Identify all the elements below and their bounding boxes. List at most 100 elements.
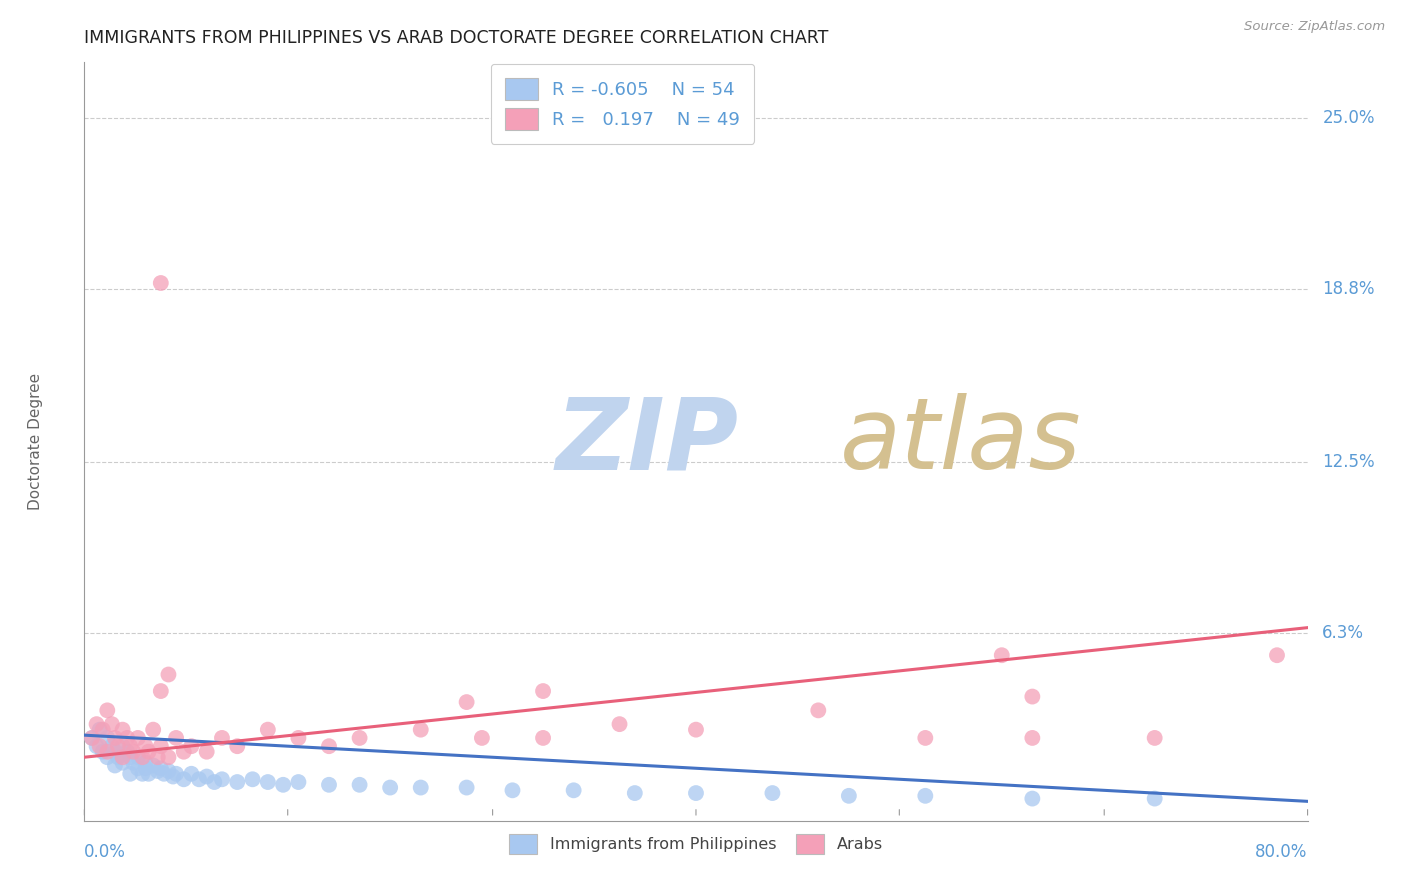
Point — [111, 723, 134, 737]
Point — [287, 731, 309, 745]
Point — [138, 766, 160, 780]
Point — [146, 764, 169, 778]
Point — [914, 789, 936, 803]
Point — [115, 745, 138, 759]
Point — [135, 739, 157, 754]
Point — [991, 648, 1014, 663]
Point — [127, 750, 149, 764]
Point — [162, 770, 184, 784]
Point — [104, 745, 127, 759]
Point — [135, 756, 157, 770]
Point — [153, 766, 176, 780]
Point — [149, 276, 172, 290]
Point — [127, 761, 149, 775]
Point — [149, 684, 172, 698]
Text: IMMIGRANTS FROM PHILIPPINES VS ARAB DOCTORATE DEGREE CORRELATION CHART: IMMIGRANTS FROM PHILIPPINES VS ARAB DOCT… — [84, 29, 828, 47]
Point — [115, 731, 138, 745]
Point — [685, 786, 707, 800]
Point — [471, 731, 494, 745]
Point — [104, 758, 127, 772]
Point — [1143, 791, 1166, 805]
Point — [838, 789, 860, 803]
Point — [562, 783, 585, 797]
Point — [157, 750, 180, 764]
Point — [96, 703, 118, 717]
Point — [318, 739, 340, 754]
Point — [142, 758, 165, 772]
Point — [242, 772, 264, 787]
Point — [531, 731, 554, 745]
Point — [180, 739, 202, 754]
Point — [349, 778, 371, 792]
Point — [96, 745, 118, 759]
Text: 6.3%: 6.3% — [1322, 624, 1364, 642]
Point — [456, 695, 478, 709]
Point — [91, 745, 114, 759]
Point — [120, 766, 142, 780]
Point — [195, 770, 218, 784]
Point — [211, 731, 233, 745]
Point — [624, 786, 647, 800]
Point — [226, 775, 249, 789]
Legend: Immigrants from Philippines, Arabs: Immigrants from Philippines, Arabs — [501, 827, 891, 862]
Point — [131, 766, 153, 780]
Point — [149, 761, 172, 775]
Point — [107, 739, 129, 754]
Point — [409, 780, 432, 795]
Point — [318, 778, 340, 792]
Point — [127, 731, 149, 745]
Point — [146, 750, 169, 764]
Text: atlas: atlas — [841, 393, 1083, 490]
Text: 18.8%: 18.8% — [1322, 279, 1375, 298]
Text: 0.0%: 0.0% — [84, 844, 127, 862]
Point — [101, 717, 124, 731]
Point — [120, 750, 142, 764]
Point — [807, 703, 830, 717]
Point — [531, 684, 554, 698]
Point — [96, 750, 118, 764]
Point — [409, 723, 432, 737]
Point — [149, 739, 172, 754]
Text: Doctorate Degree: Doctorate Degree — [28, 373, 44, 510]
Point — [349, 731, 371, 745]
Point — [111, 756, 134, 770]
Point — [165, 766, 187, 780]
Point — [86, 739, 108, 754]
Point — [80, 731, 103, 745]
Point — [202, 775, 225, 789]
Point — [107, 750, 129, 764]
Point — [226, 739, 249, 754]
Point — [135, 761, 157, 775]
Text: ZIP: ZIP — [555, 393, 738, 490]
Point — [1265, 648, 1288, 663]
Point — [111, 739, 134, 754]
Text: 12.5%: 12.5% — [1322, 453, 1375, 471]
Text: Source: ZipAtlas.com: Source: ZipAtlas.com — [1244, 20, 1385, 33]
Point — [101, 739, 124, 754]
Point — [122, 745, 145, 759]
Point — [609, 717, 631, 731]
Point — [80, 731, 103, 745]
Point — [122, 756, 145, 770]
Point — [173, 745, 195, 759]
Point — [142, 723, 165, 737]
Point — [131, 750, 153, 764]
Point — [195, 745, 218, 759]
Point — [180, 766, 202, 780]
Point — [1021, 690, 1043, 704]
Text: 80.0%: 80.0% — [1256, 844, 1308, 862]
Point — [173, 772, 195, 787]
Point — [1143, 731, 1166, 745]
Point — [685, 723, 707, 737]
Text: 25.0%: 25.0% — [1322, 109, 1375, 127]
Point — [257, 775, 280, 789]
Point — [96, 731, 118, 745]
Point — [761, 786, 783, 800]
Point — [380, 780, 402, 795]
Point — [111, 750, 134, 764]
Point — [165, 731, 187, 745]
Point — [257, 723, 280, 737]
Point — [120, 739, 142, 754]
Point — [89, 739, 111, 754]
Point — [211, 772, 233, 787]
